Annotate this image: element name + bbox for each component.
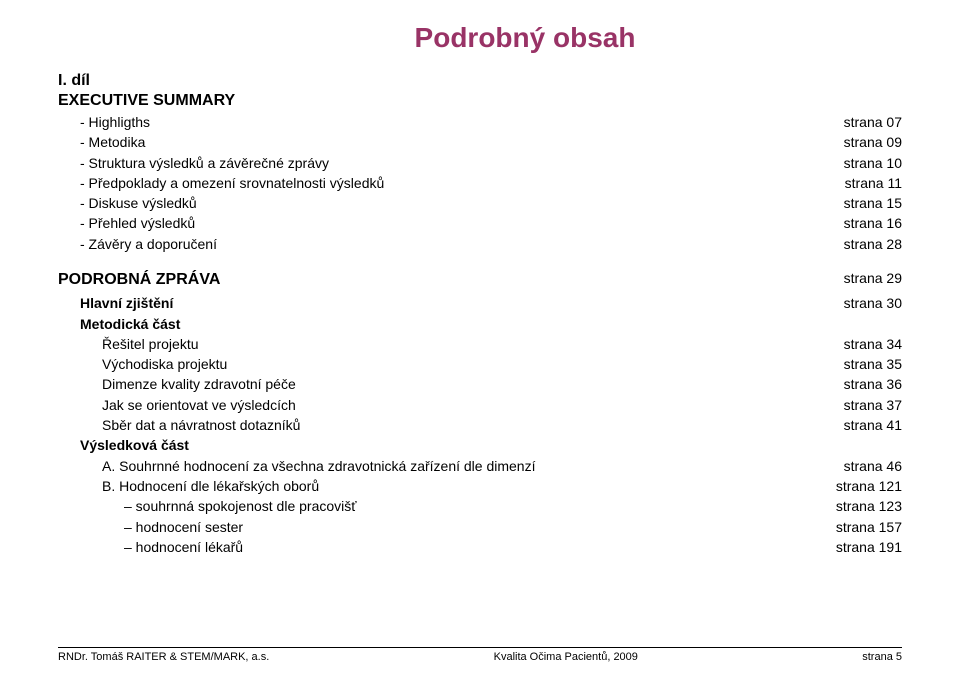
toc-line: Dimenze kvality zdravotní péče strana 36 (58, 374, 902, 394)
toc-line: Východiska projektu strana 35 (58, 354, 902, 374)
toc-page: strana 15 (820, 193, 902, 213)
toc-line: - Metodika strana 09 (58, 132, 902, 152)
toc-line: – souhrnná spokojenost dle pracovišť str… (58, 496, 902, 516)
toc-page: strana 157 (812, 517, 902, 537)
toc-label: Sběr dat a návratnost dotazníků (102, 415, 300, 435)
toc-line: - Závěry a doporučení strana 28 (58, 234, 902, 254)
toc-page: strana 37 (820, 395, 902, 415)
main-findings-label: Hlavní zjištění (80, 293, 173, 313)
toc-page: strana 121 (812, 476, 902, 496)
toc-label: - Diskuse výsledků (80, 193, 197, 213)
part-heading: I. díl (58, 72, 902, 90)
toc-page: strana 11 (821, 173, 902, 193)
toc-page: strana 191 (812, 537, 902, 557)
toc-line: - Diskuse výsledků strana 15 (58, 193, 902, 213)
toc-page: strana 07 (820, 112, 902, 132)
toc-page: strana 41 (820, 415, 902, 435)
toc-label: Jak se orientovat ve výsledcích (102, 395, 296, 415)
main-findings-page: strana 30 (820, 293, 902, 313)
spacer (58, 254, 902, 268)
toc-label: Východiska projektu (102, 354, 227, 374)
document-title: Podrobný obsah (58, 22, 902, 54)
report-heading-label: PODROBNÁ ZPRÁVA (58, 268, 220, 291)
toc-page: strana 123 (812, 496, 902, 516)
footer-left: RNDr. Tomáš RAITER & STEM/MARK, a.s. (58, 651, 269, 663)
footer-center: Kvalita Očima Pacientů, 2009 (494, 651, 638, 663)
toc-label: - Struktura výsledků a závěrečné zprávy (80, 153, 329, 173)
toc-line: A. Souhrnné hodnocení za všechna zdravot… (58, 456, 902, 476)
toc-line: B. Hodnocení dle lékařských oborů strana… (58, 476, 902, 496)
toc-line: – hodnocení sester strana 157 (58, 517, 902, 537)
toc-page: strana 34 (820, 334, 902, 354)
toc-label: Řešitel projektu (102, 334, 199, 354)
toc-label: B. Hodnocení dle lékařských oborů (102, 476, 319, 496)
page-container: Podrobný obsah I. díl EXECUTIVE SUMMARY … (0, 0, 960, 557)
toc-label: – souhrnná spokojenost dle pracovišť (124, 496, 357, 516)
footer-right: strana 5 (862, 651, 902, 663)
toc-label: – hodnocení lékařů (124, 537, 243, 557)
toc-page (878, 435, 902, 455)
toc-label: - Závěry a doporučení (80, 234, 217, 254)
toc-label: Dimenze kvality zdravotní péče (102, 374, 296, 394)
report-heading-page: strana 29 (820, 268, 902, 293)
toc-line: Řešitel projektu strana 34 (58, 334, 902, 354)
toc-label: A. Souhrnné hodnocení za všechna zdravot… (102, 456, 535, 476)
results-heading-label: Výsledková část (80, 435, 189, 455)
toc-page: strana 36 (820, 374, 902, 394)
toc-label: - Přehled výsledků (80, 213, 195, 233)
executive-summary-heading: EXECUTIVE SUMMARY (58, 92, 902, 110)
main-findings-line: Hlavní zjištění strana 30 (58, 293, 902, 313)
toc-page: strana 09 (820, 132, 902, 152)
toc-line: Sběr dat a návratnost dotazníků strana 4… (58, 415, 902, 435)
toc-label: - Highligths (80, 112, 150, 132)
toc-page: strana 35 (820, 354, 902, 374)
toc-line: - Struktura výsledků a závěrečné zprávy … (58, 153, 902, 173)
toc-page: strana 10 (820, 153, 902, 173)
report-heading-line: PODROBNÁ ZPRÁVA strana 29 (58, 268, 902, 293)
toc-line: Jak se orientovat ve výsledcích strana 3… (58, 395, 902, 415)
toc-label: - Metodika (80, 132, 145, 152)
toc-line: - Předpoklady a omezení srovnatelnosti v… (58, 173, 902, 193)
method-heading-label: Metodická část (80, 314, 180, 334)
toc-label: – hodnocení sester (124, 517, 243, 537)
toc-line: - Přehled výsledků strana 16 (58, 213, 902, 233)
toc-label: - Předpoklady a omezení srovnatelnosti v… (80, 173, 384, 193)
toc-page: strana 28 (820, 234, 902, 254)
toc-line: – hodnocení lékařů strana 191 (58, 537, 902, 557)
toc-page: strana 16 (820, 213, 902, 233)
results-heading: Výsledková část (58, 435, 902, 455)
toc-line: - Highligths strana 07 (58, 112, 902, 132)
toc-page (878, 314, 902, 334)
toc-page: strana 46 (820, 456, 902, 476)
method-heading: Metodická část (58, 314, 902, 334)
page-footer: RNDr. Tomáš RAITER & STEM/MARK, a.s. Kva… (58, 647, 902, 663)
